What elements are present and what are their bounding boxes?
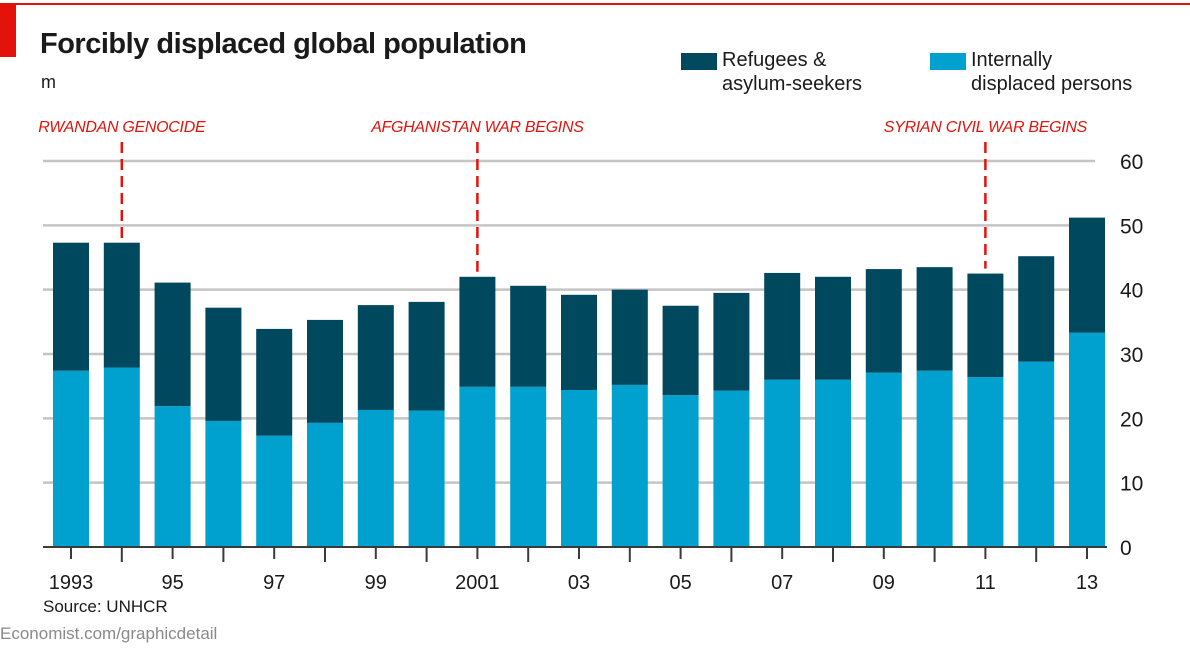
bar-refugees-2005: [662, 305, 699, 396]
bar-refugees-2002: [510, 285, 547, 387]
legend-label-refugees: Refugees & asylum-seekers: [722, 49, 863, 95]
x-tick-label-2003: 03: [568, 572, 590, 594]
bar-idp-2004: [611, 384, 648, 547]
x-tick-label-2011: 11: [975, 572, 996, 594]
y-tick-label-30: 30: [1120, 344, 1143, 367]
bar-refugees-2009: [865, 269, 902, 373]
bar-idp-2003: [561, 390, 597, 547]
annotation-afghanistan-war: AFGHANISTAN WAR BEGINS: [371, 119, 584, 136]
bar-idp-1997: [256, 435, 293, 547]
bar-idp-2000: [408, 410, 445, 547]
x-tick-label-1995: 95: [161, 572, 183, 594]
bar-idp-2009: [865, 372, 902, 547]
bar-refugees-2003: [561, 294, 597, 391]
bar-idp-2008: [815, 379, 851, 547]
bar-refugees-2012: [1018, 256, 1055, 362]
bar-idp-1995: [154, 406, 191, 547]
x-tick-label-1993: 1993: [49, 572, 94, 594]
bar-idp-2011: [967, 377, 1004, 547]
bar-refugees-1993: [53, 242, 89, 371]
bar-idp-2002: [510, 386, 547, 547]
y-tick-label-40: 40: [1120, 280, 1143, 303]
x-tick-label-2005: 05: [669, 572, 691, 594]
y-tick-label-50: 50: [1120, 215, 1143, 238]
bar-idp-1998: [307, 422, 343, 547]
y-tick-label-60: 60: [1120, 151, 1143, 174]
bar-idp-2006: [713, 390, 750, 547]
bar-idp-2010: [916, 370, 953, 547]
bar-idp-2012: [1018, 361, 1055, 547]
unit-label: m: [41, 72, 56, 92]
chart-title: Forcibly displaced global population: [40, 28, 527, 60]
bar-refugees-2006: [713, 292, 750, 391]
bar-idp-2005: [662, 395, 699, 547]
bar-refugees-2010: [916, 267, 953, 371]
legend-swatch-refugees: [681, 53, 717, 70]
x-tick-label-2001: 2001: [455, 572, 500, 594]
x-tick-label-2007: 07: [771, 572, 793, 594]
y-tick-label-10: 10: [1120, 473, 1143, 496]
top-rule: [0, 3, 1190, 5]
bar-idp-2007: [764, 379, 801, 547]
brand-tab: [0, 3, 16, 57]
bar-refugees-2008: [815, 276, 851, 380]
bar-refugees-2007: [764, 272, 801, 380]
x-tick-label-1999: 99: [365, 572, 387, 594]
bar-refugees-1995: [154, 282, 191, 407]
bar-idp-1999: [357, 409, 394, 547]
x-tick-label-2009: 09: [873, 572, 895, 594]
legend-label-idp: Internally displaced persons: [971, 49, 1133, 95]
x-tick-label-2013: 13: [1076, 572, 1098, 594]
bar-refugees-2004: [611, 289, 648, 385]
bar-refugees-1994: [103, 242, 140, 368]
credit-line: Economist.com/graphicdetail: [0, 624, 218, 643]
bar-idp-1994: [103, 367, 140, 547]
bar-refugees-1997: [256, 328, 293, 436]
bar-idp-2013: [1069, 332, 1105, 547]
bar-refugees-2001: [459, 276, 496, 387]
bar-refugees-2011: [967, 273, 1004, 378]
x-tick-label-1997: 97: [263, 572, 285, 594]
bar-refugees-1998: [307, 319, 343, 423]
y-tick-label-0: 0: [1120, 537, 1132, 560]
bar-refugees-1999: [357, 305, 394, 410]
legend-swatch-idp: [930, 53, 966, 70]
source-note: Source: UNHCR: [43, 597, 168, 616]
bar-idp-1996: [205, 420, 242, 547]
y-tick-label-20: 20: [1120, 408, 1143, 431]
annotation-rwandan-genocide: RWANDAN GENOCIDE: [38, 119, 206, 136]
annotation-syrian-civil-war: SYRIAN CIVIL WAR BEGINS: [883, 119, 1088, 136]
bar-refugees-1996: [205, 307, 242, 421]
bar-refugees-2013: [1069, 217, 1105, 333]
bar-idp-1993: [53, 370, 89, 547]
bar-refugees-2000: [408, 301, 445, 411]
bar-idp-2001: [459, 386, 496, 547]
